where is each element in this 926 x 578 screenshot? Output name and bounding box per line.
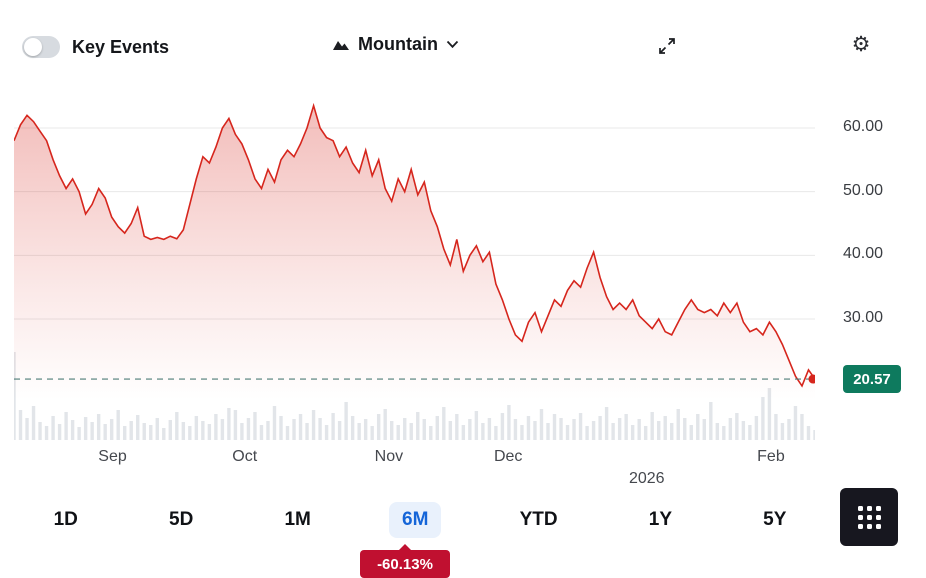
x-axis-tick: 2026: [628, 470, 665, 487]
fullscreen-button[interactable]: [656, 36, 678, 58]
key-events-toggle[interactable]: [22, 36, 60, 58]
x-axis-tick: Feb: [757, 448, 785, 465]
x-axis-tick: Oct: [232, 448, 258, 465]
range-button-ytd[interactable]: YTD: [507, 502, 571, 538]
chevron-down-icon: [446, 40, 459, 49]
range-button-5y[interactable]: 5Y: [750, 502, 799, 538]
toggle-knob: [24, 38, 42, 56]
y-axis-labels: 60.00 50.00 40.00 30.00: [843, 90, 923, 450]
chart-canvas: [12, 102, 818, 440]
range-button-6m[interactable]: 6M: [389, 502, 442, 538]
range-selector: 1D 5D 1M 6M YTD 1Y 5Y: [8, 502, 832, 538]
last-price-badge: 20.57: [843, 365, 901, 394]
y-axis-tick: 40.00: [843, 245, 884, 263]
gear-icon: ⚙: [851, 33, 871, 56]
range-button-1d[interactable]: 1D: [41, 502, 91, 538]
key-events-label: Key Events: [72, 37, 170, 57]
x-axis-tick: Sep: [98, 448, 127, 465]
expand-arrows-icon: [659, 38, 675, 54]
y-axis-tick: 50.00: [843, 181, 884, 199]
chart-type-label: Mountain: [358, 34, 438, 54]
chart-type-selector[interactable]: Mountain: [332, 34, 459, 55]
y-axis-tick: 60.00: [843, 118, 884, 135]
change-percent-badge: -60.13%: [360, 550, 450, 578]
price-chart[interactable]: [12, 90, 818, 445]
grid-dots-icon: [857, 505, 881, 529]
settings-button[interactable]: ⚙: [848, 32, 874, 58]
y-axis-tick: 30.00: [843, 309, 884, 326]
x-axis-tick: Nov: [374, 448, 404, 465]
range-button-1y[interactable]: 1Y: [636, 502, 685, 538]
range-button-5d[interactable]: 5D: [156, 502, 206, 538]
x-axis-labels: Sep Oct Nov Dec 2026 Feb: [14, 446, 815, 492]
range-button-1m[interactable]: 1M: [271, 502, 323, 538]
mountain-chart-icon: [333, 41, 349, 50]
x-axis-tick: Dec: [493, 448, 523, 465]
chart-toolbar: Key Events Mountain ⚙: [0, 0, 926, 72]
apps-menu-button[interactable]: [840, 488, 898, 546]
